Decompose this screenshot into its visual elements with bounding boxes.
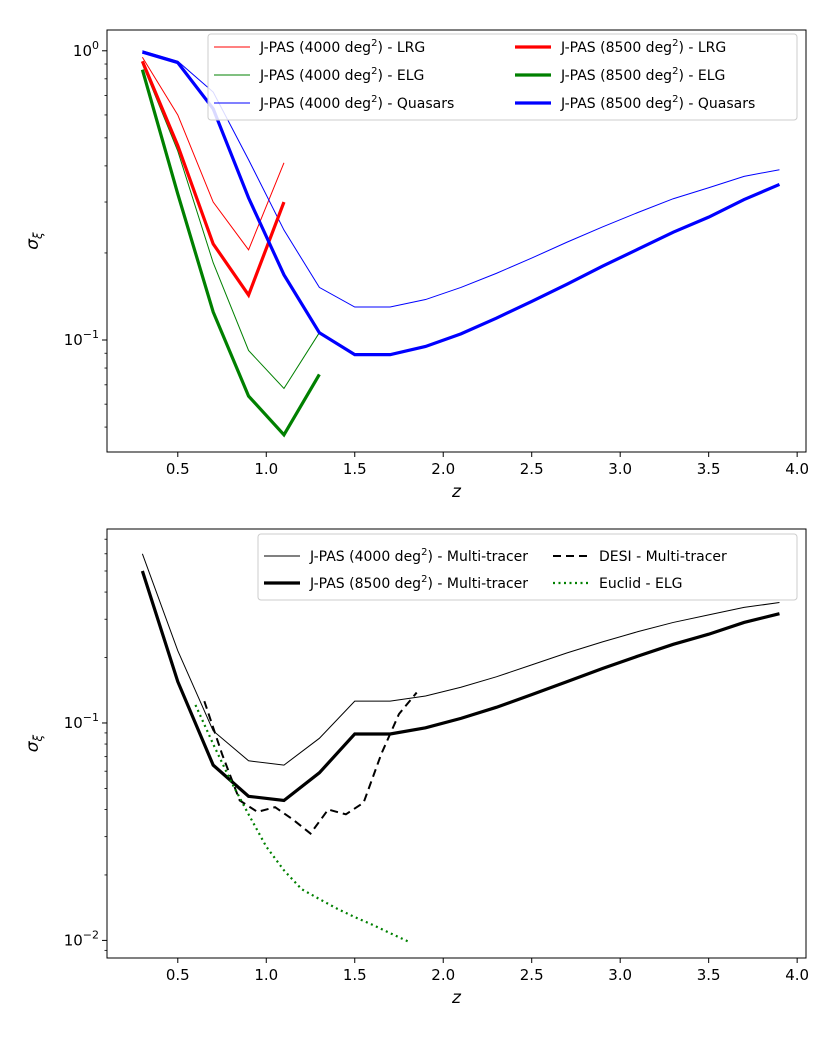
series-line-6 (141, 50, 781, 357)
series-line-1 (141, 553, 780, 766)
axes-frame (106, 528, 807, 959)
x-tick-label: 2.5 (520, 460, 544, 478)
x-tick-label: 3.5 (697, 460, 721, 478)
x-tick-label: 4.0 (785, 966, 809, 984)
x-tick-label: 1.5 (343, 460, 367, 478)
y-tick-label: 10−1 (64, 328, 99, 349)
x-axis-label: z (451, 482, 462, 502)
x-tick-label: 2.0 (431, 966, 455, 984)
series-line-4 (194, 704, 409, 943)
legend-entry: J-PAS (4000 deg2) - Quasars (259, 94, 454, 112)
y-tick-label: 100 (73, 39, 99, 60)
series-group (140, 553, 780, 943)
y-tick-label: 10−2 (64, 928, 99, 949)
legend-frame (207, 33, 798, 121)
x-tick-label: 0.5 (166, 966, 190, 984)
x-tick-label: 2.5 (520, 966, 544, 984)
legend-entry: J-PAS (4000 deg2) - Multi-tracer (309, 547, 528, 565)
legend-entry: J-PAS (4000 deg2) - LRG (259, 38, 425, 56)
series-group (140, 50, 781, 438)
legend: J-PAS (4000 deg2) - LRG J-PAS (4000 deg2)… (207, 33, 798, 121)
x-tick-label: 3.5 (697, 966, 721, 984)
x-tick-label: 2.0 (431, 460, 455, 478)
axes-frame (106, 29, 807, 453)
x-tick-label: 1.0 (254, 460, 278, 478)
legend-entry: J-PAS (8500 deg2) - LRG (560, 38, 726, 56)
legend-frame (257, 533, 798, 601)
series-line-3 (203, 691, 418, 836)
x-tick-label: 3.0 (608, 460, 632, 478)
x-tick-label: 4.0 (785, 460, 809, 478)
legend-entry: Euclid - ELG (599, 576, 683, 592)
series-line-2 (141, 63, 320, 390)
y-axis-label: σξ (23, 734, 45, 752)
bottom-panel: 0.5 1.0 1.5 2.0 2.5 3.0 3.5 4.0 10−1 10−2 z σξ J-PAS… (23, 528, 809, 1008)
series-line-4 (140, 60, 286, 299)
legend: J-PAS (4000 deg2) - Multi-tracer J-PAS (8… (257, 533, 798, 601)
legend-entry: J-PAS (8500 deg2) - Multi-tracer (309, 574, 528, 592)
x-axis-label: z (451, 988, 462, 1008)
legend-entry: J-PAS (4000 deg2) - ELG (259, 66, 424, 84)
x-tick-label: 0.5 (166, 460, 190, 478)
legend-entry: J-PAS (8500 deg2) - Quasars (560, 94, 755, 112)
top-panel: 0.5 1.0 1.5 2.0 2.5 3.0 3.5 4.0 100 10−1 z σξ J-PAS … (23, 29, 809, 502)
x-tick-label: 1.0 (254, 966, 278, 984)
x-tick-label: 3.0 (608, 966, 632, 984)
y-tick-label: 10−1 (64, 711, 99, 732)
legend-entry: DESI - Multi-tracer (599, 549, 727, 565)
x-tick-label: 1.5 (343, 966, 367, 984)
series-line-3 (142, 50, 780, 308)
series-line-2 (140, 570, 780, 803)
series-line-5 (140, 69, 321, 438)
y-axis-label: σξ (23, 232, 45, 250)
legend-entry: J-PAS (8500 deg2) - ELG (560, 66, 725, 84)
